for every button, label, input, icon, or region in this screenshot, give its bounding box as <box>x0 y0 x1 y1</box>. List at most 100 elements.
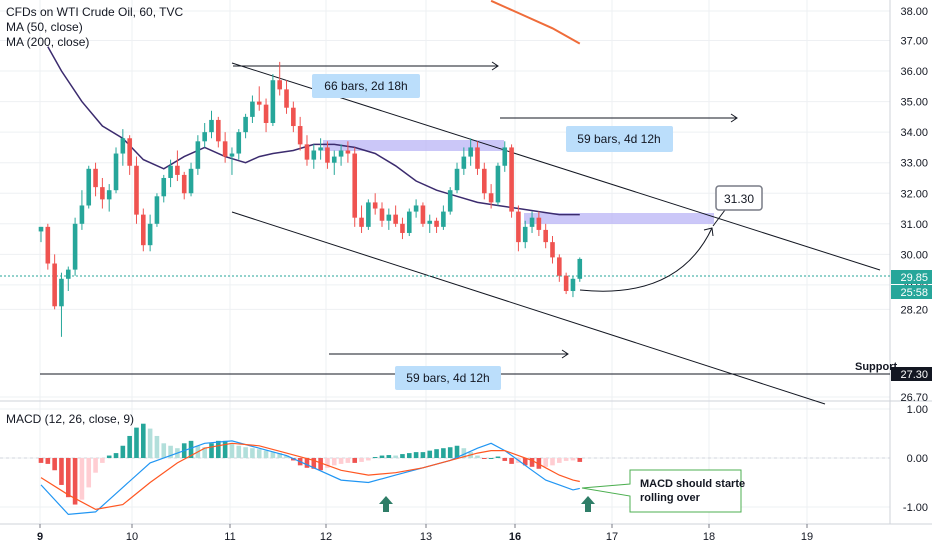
candle-body <box>557 257 562 275</box>
candle-body <box>496 166 501 203</box>
candle-body <box>155 196 160 223</box>
candle-body <box>148 224 153 245</box>
ma50-legend[interactable]: MA (50, close) <box>6 20 183 35</box>
candle-body <box>46 227 51 264</box>
y-tick-label: 34.00 <box>900 127 928 139</box>
candle-body <box>441 212 446 227</box>
svg-text:66 bars, 2d 18h: 66 bars, 2d 18h <box>324 79 407 93</box>
macd-histogram-bar <box>46 458 51 464</box>
symbol-title[interactable]: CFDs on WTI Crude Oil, 60, TVC <box>6 5 183 20</box>
macd-histogram-bar <box>373 457 378 458</box>
bars-range-label-1[interactable]: 66 bars, 2d 18h <box>312 74 420 98</box>
macd-histogram-bar <box>571 458 576 460</box>
candle-body <box>236 132 241 153</box>
candle-body <box>427 221 432 224</box>
macd-histogram-bar <box>346 458 351 463</box>
resistance-zone-2[interactable] <box>524 213 714 224</box>
macd-histogram-bar <box>502 458 507 461</box>
candle-body <box>257 102 262 105</box>
candle-body <box>291 108 296 126</box>
candle-body <box>455 169 460 190</box>
macd-histogram-bar <box>223 441 228 458</box>
candle-body <box>73 224 78 270</box>
candle-body <box>543 230 548 242</box>
macd-histogram-bar <box>264 451 269 458</box>
x-tick-label: 12 <box>320 531 332 543</box>
macd-legend[interactable]: MACD (12, 26, close, 9) <box>6 412 134 426</box>
candle-body <box>489 193 494 202</box>
candle-body <box>209 120 214 132</box>
candle-body <box>352 154 357 218</box>
macd-histogram-bar <box>352 458 357 463</box>
candle-body <box>502 147 507 165</box>
candle-body <box>298 126 303 144</box>
bars-range-label-3[interactable]: 59 bars, 4d 12h <box>395 366 501 390</box>
svg-text:59 bars, 4d 12h: 59 bars, 4d 12h <box>577 132 660 146</box>
macd-histogram-bar <box>448 447 453 458</box>
macd-histogram-bar <box>496 457 501 458</box>
macd-histogram-bar <box>155 436 160 458</box>
macd-histogram-bar <box>387 455 392 458</box>
y-tick-label: 26.70 <box>900 392 928 404</box>
candle-body <box>400 224 405 233</box>
candle-body <box>100 187 105 199</box>
candle <box>46 224 51 270</box>
candle-body <box>189 169 194 193</box>
macd-histogram-bar <box>39 458 44 463</box>
candle-body <box>421 205 426 223</box>
candle-body <box>243 117 248 132</box>
macd-histogram-bar <box>243 447 248 458</box>
y-tick-label: 36.00 <box>900 66 928 78</box>
candle <box>352 147 357 226</box>
macd-histogram-bar <box>380 456 385 458</box>
y-tick-label: 35.00 <box>900 97 928 109</box>
candle-body <box>80 205 85 223</box>
macd-histogram-bar <box>434 449 439 458</box>
candle <box>448 187 453 214</box>
svg-text:31.30: 31.30 <box>724 192 754 206</box>
candle-body <box>523 227 528 242</box>
macd-histogram-bar <box>557 458 562 463</box>
candle <box>141 209 146 252</box>
macd-histogram-bar <box>250 448 255 458</box>
candle-body <box>141 215 146 246</box>
candle-body <box>571 279 576 291</box>
macd-note-line-1: MACD should starte <box>640 478 745 490</box>
candle-body <box>577 259 582 279</box>
candle-body <box>127 138 132 165</box>
macd-histogram-bar <box>332 458 337 465</box>
macd-histogram-bar <box>148 429 153 458</box>
candle <box>155 193 160 227</box>
macd-histogram-bar <box>475 456 480 458</box>
candle <box>86 166 91 209</box>
macd-histogram-bar <box>161 443 166 458</box>
candle-body <box>196 141 201 168</box>
candle <box>496 163 501 206</box>
x-tick-label: 16 <box>509 531 521 543</box>
macd-histogram-bar <box>127 436 132 458</box>
candle-body <box>448 190 453 211</box>
candle-body <box>414 205 419 211</box>
candle-body <box>134 166 139 215</box>
x-tick-label: 9 <box>37 531 43 543</box>
candle <box>271 74 276 126</box>
candle-body <box>277 80 282 89</box>
ma200-legend[interactable]: MA (200, close) <box>6 35 183 50</box>
macd-histogram-bar <box>257 449 262 458</box>
y-tick-label: 33.00 <box>900 158 928 170</box>
macd-histogram-bar <box>93 458 98 473</box>
bars-range-label-2[interactable]: 59 bars, 4d 12h <box>566 126 673 152</box>
candle <box>134 157 139 224</box>
candle-body <box>284 89 289 107</box>
candle <box>407 209 412 236</box>
candle-body <box>175 166 180 175</box>
macd-histogram-bar <box>400 454 405 458</box>
candle-body <box>537 218 542 230</box>
candle-body <box>114 154 119 191</box>
candle-body <box>407 212 412 233</box>
macd-histogram-bar <box>577 458 582 462</box>
target-callout[interactable]: 31.30 <box>716 186 762 210</box>
x-tick-label: 18 <box>703 531 715 543</box>
macd-histogram-bar <box>141 424 146 458</box>
